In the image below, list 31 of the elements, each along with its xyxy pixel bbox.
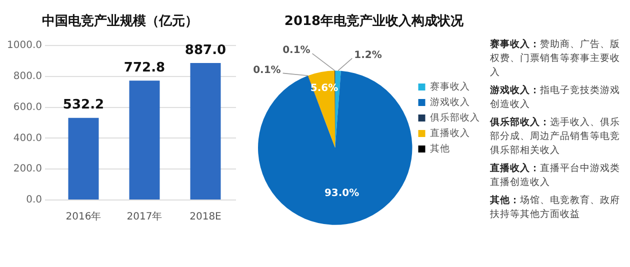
- y-tick-label: 800.0: [13, 71, 42, 82]
- bar: [68, 118, 99, 200]
- data-label: 1.2%: [354, 50, 382, 61]
- data-label: 772.8: [124, 60, 166, 76]
- text: 游戏收入：指电子竞技类游戏创造收入: [490, 84, 621, 112]
- data-label: 887.0: [184, 42, 226, 58]
- y-tick-label: 200.0: [13, 164, 42, 175]
- chart-title: 2018年电竞产业收入构成状况: [284, 13, 465, 30]
- text: 其他：场馆、电竞教育、政府扶持等其他方面收益: [490, 194, 621, 222]
- y-tick-label: 600.0: [13, 102, 42, 113]
- x-tick-label: 2016年: [66, 210, 102, 223]
- y-tick-label: 0.0: [26, 194, 42, 206]
- data-label: 93.0%: [324, 188, 360, 200]
- text: 赛事收入：赞助商、广告、版权费、门票销售等赛事主要收入: [490, 38, 621, 80]
- x-tick-label: 2018E: [190, 212, 222, 223]
- legend-label: 其他: [430, 142, 450, 154]
- legend-label: 赛事收入: [430, 80, 470, 92]
- y-tick-label: 400.0: [13, 132, 42, 144]
- bar: [129, 80, 160, 200]
- chart-title: 中国电竞产业规模（亿元）: [42, 13, 198, 30]
- text: 直播收入：直播平台中游戏类直播创造收入: [490, 162, 621, 190]
- data-label: 0.1%: [253, 64, 281, 76]
- text: 俱乐部收入：选手收入、俱乐部分成、周边产品销售等电竞俱乐部相关收入: [490, 116, 621, 158]
- bar: [190, 63, 221, 200]
- data-label: 0.1%: [282, 45, 310, 56]
- legend-label: 俱乐部收入: [430, 111, 480, 124]
- x-tick-label: 2017年: [126, 210, 162, 223]
- legend-label: 游戏收入: [430, 96, 470, 108]
- data-label: 532.2: [62, 98, 104, 113]
- y-tick-label: 1000.0: [6, 40, 42, 52]
- legend-label: 直播收入: [430, 126, 470, 139]
